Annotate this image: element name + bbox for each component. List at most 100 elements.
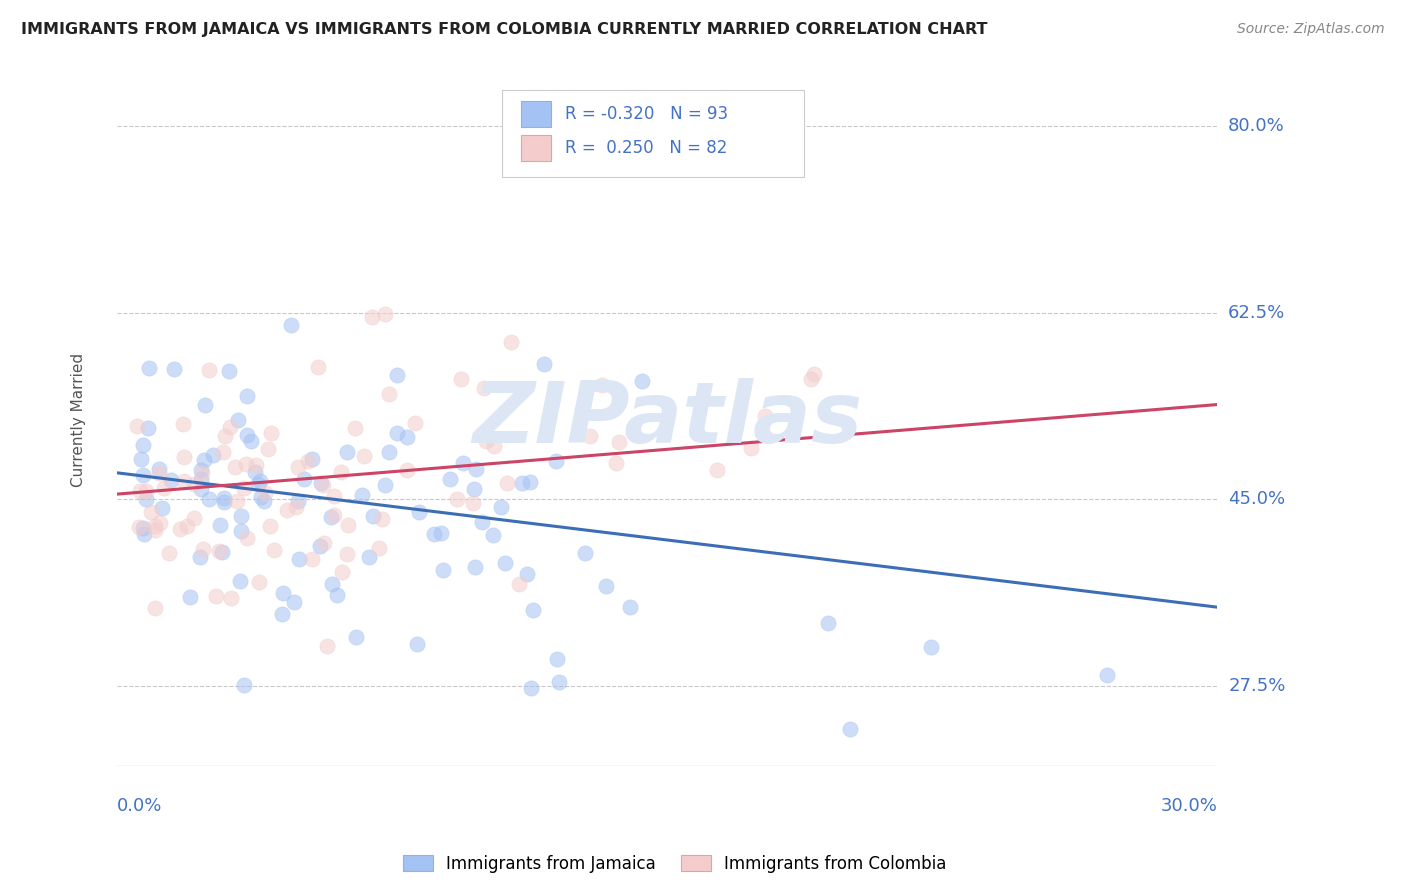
Point: [226, 413, 249, 427]
Point: [451, 456, 474, 470]
Text: 30.0%: 30.0%: [1160, 797, 1218, 814]
Point: [138, 360, 160, 375]
Point: [285, 500, 308, 515]
Point: [920, 640, 942, 654]
Point: [271, 586, 294, 600]
Point: [132, 521, 155, 535]
Point: [125, 418, 148, 433]
Point: [344, 630, 367, 644]
Point: [153, 481, 176, 495]
Point: [250, 490, 273, 504]
Point: [361, 310, 384, 324]
Point: [204, 589, 226, 603]
Point: [236, 428, 259, 442]
Point: [135, 492, 157, 507]
Point: [482, 528, 505, 542]
Point: [740, 441, 762, 455]
Text: Source: ZipAtlas.com: Source: ZipAtlas.com: [1237, 22, 1385, 37]
Point: [489, 500, 512, 514]
Point: [395, 463, 418, 477]
Point: [630, 374, 652, 388]
Point: [439, 472, 461, 486]
Point: [229, 524, 252, 539]
Point: [472, 381, 495, 395]
Point: [404, 416, 426, 430]
Point: [800, 372, 823, 386]
Point: [405, 637, 427, 651]
Point: [287, 460, 309, 475]
Text: 80.0%: 80.0%: [1229, 117, 1285, 136]
Point: [510, 475, 533, 490]
Point: [190, 462, 212, 476]
Point: [179, 590, 201, 604]
Point: [329, 465, 352, 479]
Point: [232, 678, 254, 692]
Point: [172, 417, 194, 431]
Text: 62.5%: 62.5%: [1229, 304, 1285, 322]
Text: 0.0%: 0.0%: [117, 797, 162, 814]
Point: [385, 368, 408, 383]
Point: [307, 360, 329, 375]
Point: [229, 574, 252, 588]
Point: [219, 419, 242, 434]
Point: [201, 449, 224, 463]
Point: [198, 491, 221, 506]
Point: [465, 461, 488, 475]
Point: [193, 452, 215, 467]
Point: [263, 543, 285, 558]
Point: [141, 504, 163, 518]
Point: [233, 481, 256, 495]
Point: [208, 544, 231, 558]
Point: [547, 675, 569, 690]
Text: 27.5%: 27.5%: [1229, 677, 1285, 695]
Point: [817, 615, 839, 630]
Point: [516, 566, 538, 581]
Point: [183, 511, 205, 525]
Point: [322, 508, 344, 523]
Point: [522, 602, 544, 616]
Point: [190, 550, 212, 565]
Point: [496, 475, 519, 490]
Point: [191, 542, 214, 557]
Text: ZIPatlas: ZIPatlas: [472, 378, 862, 461]
Legend: Immigrants from Jamaica, Immigrants from Colombia: Immigrants from Jamaica, Immigrants from…: [396, 848, 953, 880]
Point: [132, 527, 155, 541]
Point: [326, 588, 349, 602]
Point: [297, 453, 319, 467]
Point: [1095, 668, 1118, 682]
Point: [249, 475, 271, 489]
Point: [190, 482, 212, 496]
Point: [183, 476, 205, 491]
Point: [288, 552, 311, 566]
Text: R =  0.250   N = 82: R = 0.250 N = 82: [565, 139, 727, 157]
Point: [259, 426, 281, 441]
Point: [336, 445, 359, 459]
Point: [321, 509, 343, 524]
Point: [463, 482, 485, 496]
Point: [247, 574, 270, 589]
Point: [214, 429, 236, 443]
Point: [190, 472, 212, 486]
Point: [387, 426, 409, 441]
Point: [574, 546, 596, 560]
Point: [609, 435, 631, 450]
Point: [259, 518, 281, 533]
Point: [211, 545, 233, 559]
Point: [422, 527, 444, 541]
Point: [176, 519, 198, 533]
Point: [148, 516, 170, 530]
Point: [803, 368, 825, 382]
Point: [218, 364, 240, 378]
Point: [484, 439, 506, 453]
Point: [132, 438, 155, 452]
Point: [519, 475, 541, 489]
Point: [209, 517, 232, 532]
Point: [301, 451, 323, 466]
Point: [395, 429, 418, 443]
Point: [245, 458, 267, 473]
Point: [374, 477, 396, 491]
Point: [330, 565, 353, 579]
Point: [359, 550, 381, 565]
Point: [595, 579, 617, 593]
Point: [132, 468, 155, 483]
